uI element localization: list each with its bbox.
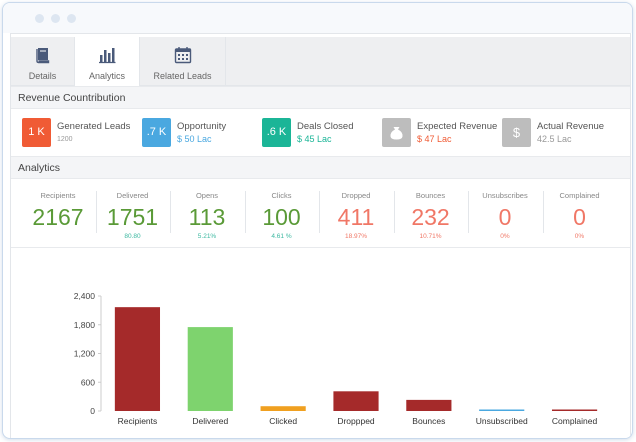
- stat-value: 411: [337, 204, 375, 230]
- stat-percent: 4.61 %: [271, 233, 292, 240]
- stat-label: Bounces: [415, 191, 446, 200]
- stat-separator: [170, 191, 171, 233]
- revenue-label: Expected Revenue: [417, 121, 498, 132]
- y-tick-label: 1,800: [74, 320, 96, 330]
- x-tick-label: Clicked: [269, 416, 297, 426]
- stat-clicks: Clicks 100 4.61 %: [245, 191, 319, 243]
- stat-complained: Complained 0 0%: [543, 191, 617, 243]
- stat-separator: [468, 191, 469, 233]
- tab-label: Related Leads: [153, 71, 212, 81]
- revenue-label: Deals Closed: [297, 121, 354, 132]
- revenue-section-title: Revenue Countribution: [11, 86, 630, 109]
- tab-bar: Details Analytics: [11, 37, 630, 87]
- revenue-item-opportunity: .7 K Opportunity $ 50 Lac: [142, 118, 252, 148]
- tab-related-leads[interactable]: Related Leads: [140, 37, 226, 86]
- revenue-value: $ 50 Lac: [177, 134, 212, 144]
- bar-complained[interactable]: [551, 409, 598, 412]
- stat-label: Opens: [195, 191, 219, 200]
- lead-panel: Details Analytics: [10, 33, 631, 438]
- bar-delivered[interactable]: [187, 327, 233, 411]
- x-tick-label: Droppped: [337, 416, 375, 426]
- revenue-item-actual-revenue: $ Actual Revenue 42.5 Lac: [502, 118, 612, 148]
- revenue-value: 1200: [57, 136, 73, 143]
- revenue-label: Actual Revenue: [537, 121, 605, 132]
- stat-label: Recipients: [40, 191, 76, 200]
- stat-delivered: Delivered 1751 80.80: [96, 191, 170, 243]
- stat-value: 232: [411, 204, 450, 230]
- revenue-item-deals-closed: .6 K Deals Closed $ 45 Lac: [262, 118, 372, 148]
- window-dot: [51, 14, 60, 23]
- stat-separator: [319, 191, 320, 233]
- stat-value: 0: [573, 204, 586, 230]
- stat-label: Unsubscribes: [482, 191, 528, 200]
- y-tick-label: 1,200: [74, 349, 96, 359]
- revenue-value: 42.5 Lac: [537, 134, 572, 144]
- stat-label: Delivered: [116, 191, 149, 200]
- x-tick-label: Unsubscribed: [476, 416, 528, 426]
- stat-separator: [542, 191, 544, 233]
- stat-label: Complained: [559, 191, 600, 200]
- revenue-value: $ 45 Lac: [297, 134, 332, 144]
- window-titlebar: [3, 3, 632, 33]
- revenue-item-expected-revenue: Expected Revenue $ 47 Lac: [382, 118, 497, 148]
- stat-dropped: Dropped 411 18.97%: [319, 191, 393, 243]
- stat-bounces: Bounces 232 10.71%: [394, 191, 468, 243]
- stat-percent: 18.97%: [344, 233, 368, 240]
- y-tick-label: 0: [90, 406, 95, 416]
- stat-value: 113: [188, 204, 226, 230]
- bar-droppped[interactable]: [333, 391, 379, 411]
- revenue-badge: 1 K: [22, 118, 51, 147]
- stat-value: 0: [498, 204, 512, 230]
- revenue-badge: .7 K: [142, 118, 171, 147]
- divider: [11, 247, 630, 248]
- revenue-badge: [382, 118, 411, 147]
- stat-value: 100: [262, 204, 301, 230]
- bar-chart: 0 600 1,200 1,800 2,400 Recipients Delivered Cl…: [74, 291, 598, 426]
- stat-value: 1751: [106, 204, 159, 230]
- window-dot: [67, 14, 76, 23]
- window-dot: [35, 14, 44, 23]
- y-tick-label: 2,400: [74, 291, 96, 301]
- bar-chart-icon: [99, 48, 116, 64]
- tab-label: Details: [28, 71, 57, 81]
- book-icon: [35, 48, 49, 64]
- bar-recipients[interactable]: [114, 307, 161, 411]
- stat-percent: 0%: [500, 233, 510, 240]
- bar-bounces[interactable]: [406, 399, 452, 411]
- revenue-value: $ 47 Lac: [417, 134, 452, 144]
- revenue-item-generated-leads: 1 K Generated Leads 1200: [22, 118, 132, 148]
- stat-label: Dropped: [341, 191, 371, 200]
- y-tick-label: 600: [81, 377, 95, 387]
- x-tick-label: Delivered: [192, 416, 228, 426]
- tab-label: Analytics: [88, 71, 125, 81]
- stat-percent: 80.80: [124, 233, 141, 240]
- x-tick-label: Complained: [552, 416, 598, 426]
- revenue-badge: .6 K: [262, 118, 291, 147]
- bar-unsubscribed[interactable]: [479, 409, 525, 412]
- stat-separator: [393, 191, 395, 233]
- money-bag-icon: [390, 127, 403, 140]
- analytics-section-title: Analytics: [11, 156, 630, 179]
- stat-recipients: Recipients 2167: [21, 191, 95, 243]
- stat-percent: 10.71%: [419, 233, 442, 240]
- stat-value: 2167: [32, 204, 84, 230]
- stat-separator: [95, 191, 97, 233]
- revenue-label: Generated Leads: [57, 121, 131, 132]
- stat-percent: 0%: [574, 233, 585, 240]
- revenue-label: Opportunity: [177, 121, 227, 132]
- stat-unsubscribes: Unsubscribes 0 0%: [468, 191, 542, 243]
- tab-analytics[interactable]: Analytics: [74, 37, 140, 87]
- calendar-icon: [174, 47, 191, 64]
- bar-clicked[interactable]: [260, 406, 306, 411]
- stat-percent: 5.21%: [197, 233, 217, 240]
- stat-separator: [244, 191, 246, 233]
- tab-details[interactable]: Details: [11, 37, 74, 86]
- x-tick-label: Bounces: [412, 416, 445, 426]
- dollar-icon: $: [502, 118, 531, 147]
- stat-opens: Opens 113 5.21%: [170, 191, 244, 243]
- stat-label: Clicks: [271, 191, 292, 200]
- x-tick-label: Recipients: [118, 416, 158, 426]
